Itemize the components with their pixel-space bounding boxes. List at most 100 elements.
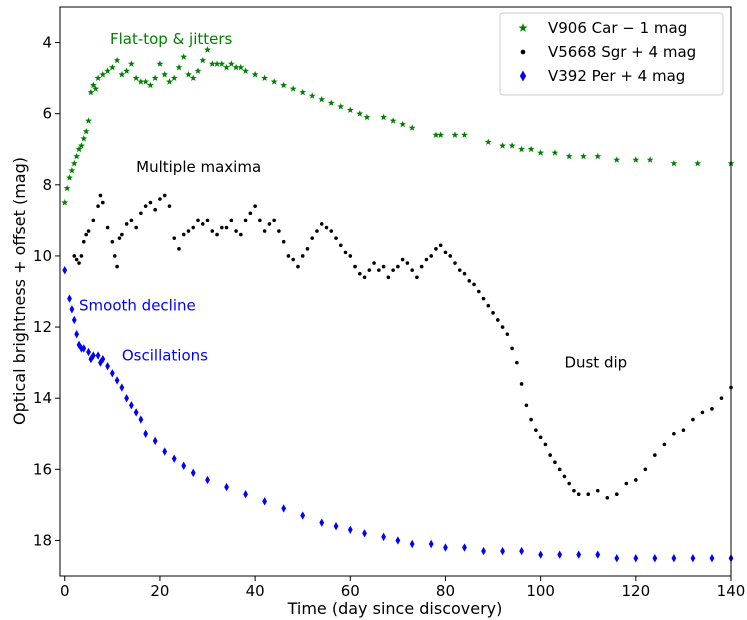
data-point [138,415,144,424]
data-point [71,315,77,325]
data-point [499,142,506,149]
data-point [124,222,129,226]
data-point [98,193,103,198]
data-point [462,543,467,552]
data-point [652,554,658,563]
plot-frame [59,6,732,577]
data-point [358,271,362,276]
data-point [112,254,117,258]
data-point [96,204,100,208]
data-point [291,257,295,262]
data-point [73,152,81,160]
data-point [632,156,640,163]
data-point [481,296,486,301]
data-point [75,145,83,153]
data-point [337,103,345,110]
data-point [123,67,130,74]
data-point [405,261,410,265]
data-point [224,482,229,492]
x-tick-label: 0 [60,582,70,600]
data-point [646,156,654,163]
data-point [68,167,76,174]
data-point [90,351,96,360]
x-tick-label: 40 [246,582,265,600]
data-point [484,138,492,145]
data-point [117,236,122,240]
data-point [510,346,514,351]
data-point [253,204,257,208]
data-point [105,225,110,230]
legend-entry: V906 Car − 1 mag [518,19,687,37]
data-point [62,265,68,275]
data-point [671,554,677,563]
data-point [519,546,525,556]
legend-marker [518,23,528,32]
data-point [86,347,91,357]
data-point [181,232,186,237]
legend-entries: V906 Car − 1 mag V5668 Sgr + 4 mag V392 Pe… [518,19,696,85]
data-point [162,193,167,198]
data-point [89,81,97,89]
data-point [429,254,433,258]
data-point [272,218,276,223]
data-point [319,518,325,527]
data-point [229,218,234,223]
data-point [189,74,197,81]
data-point [310,236,315,240]
legend-label: V5668 Sgr + 4 mag [548,43,696,61]
legend-entry: V5668 Sgr + 4 mag [520,43,696,61]
data-point [719,396,724,400]
data-point [400,257,405,262]
legend-marker [519,70,527,82]
data-point [143,204,148,208]
data-point [419,264,424,269]
data-point [185,71,192,78]
data-point [595,488,600,493]
y-tick-label: 8 [42,176,52,194]
annotation-label: Flat-top & jitters [110,30,233,48]
data-point [380,113,387,121]
data-point [372,261,376,265]
data-point [338,243,343,248]
data-point [432,131,440,138]
data-point [538,550,544,559]
data-point [461,131,468,138]
data-point [234,229,238,233]
data-point [153,207,157,212]
data-point [132,74,140,81]
data-point [115,264,119,269]
data-point [101,200,105,205]
data-point [519,382,524,386]
data-point [557,550,563,559]
data-point [347,525,353,534]
data-point [262,229,267,233]
data-point [308,92,316,99]
data-point [481,546,486,556]
data-point [329,229,334,233]
data-point [437,131,445,138]
data-point [181,461,187,470]
data-point [213,60,221,67]
data-point [462,271,467,276]
annotation-label: Dust dip [564,354,627,372]
data-point [391,268,395,272]
data-point [69,305,75,314]
data-point [694,159,702,167]
data-point [262,497,268,506]
data-point [210,229,215,233]
data-point [333,522,339,531]
data-point [261,74,269,81]
data-point [443,250,448,255]
data-point [237,63,245,71]
data-point [61,199,69,206]
x-tick-label: 60 [341,582,360,600]
data-point [128,60,135,67]
legend-marker [520,49,526,55]
data-point [389,117,397,124]
data-point [576,492,581,497]
data-point [553,460,557,465]
data-point [551,149,559,156]
data-point [258,218,262,223]
data-point [114,376,120,385]
